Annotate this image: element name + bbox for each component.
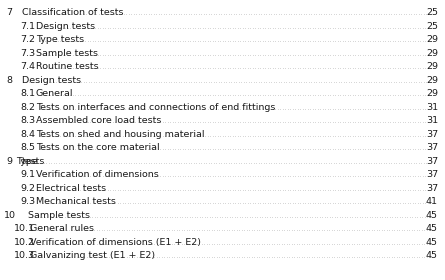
Text: 7: 7 — [6, 8, 12, 17]
Text: Tests on shed and housing material: Tests on shed and housing material — [36, 130, 205, 139]
Text: Type: Type — [16, 157, 38, 166]
Text: 25: 25 — [426, 8, 438, 17]
Text: 8.1: 8.1 — [20, 89, 35, 98]
Text: Sample tests: Sample tests — [36, 49, 98, 58]
Text: 31: 31 — [426, 116, 438, 125]
Text: 29: 29 — [426, 89, 438, 98]
Text: 37: 37 — [426, 170, 438, 179]
Text: 7.1: 7.1 — [20, 22, 35, 31]
Text: Electrical tests: Electrical tests — [36, 184, 106, 193]
Text: Verification of dimensions (E1 + E2): Verification of dimensions (E1 + E2) — [30, 238, 201, 247]
Text: Type tests: Type tests — [36, 35, 84, 44]
Text: Tests on the core material: Tests on the core material — [36, 143, 160, 152]
Text: tests: tests — [22, 157, 45, 166]
Text: Verification of dimensions: Verification of dimensions — [36, 170, 159, 179]
Text: 31: 31 — [426, 103, 438, 112]
Text: 37: 37 — [426, 130, 438, 139]
Text: 37: 37 — [426, 157, 438, 166]
Text: Design tests: Design tests — [36, 22, 95, 31]
Text: 45: 45 — [426, 251, 438, 260]
Text: 25: 25 — [426, 22, 438, 31]
Text: 8.4: 8.4 — [20, 130, 35, 139]
Text: 9.1: 9.1 — [20, 170, 35, 179]
Text: 8.5: 8.5 — [20, 143, 35, 152]
Text: Design tests: Design tests — [22, 76, 81, 85]
Text: General: General — [36, 89, 73, 98]
Text: 45: 45 — [426, 211, 438, 220]
Text: 9.3: 9.3 — [20, 197, 35, 206]
Text: 9: 9 — [6, 157, 12, 166]
Text: Tests on interfaces and connections of end fittings: Tests on interfaces and connections of e… — [36, 103, 275, 112]
Text: 7.2: 7.2 — [20, 35, 35, 44]
Text: 29: 29 — [426, 76, 438, 85]
Text: 45: 45 — [426, 238, 438, 247]
Text: 9.2: 9.2 — [20, 184, 35, 193]
Text: Classification of tests: Classification of tests — [22, 8, 124, 17]
Text: 7.3: 7.3 — [20, 49, 35, 58]
Text: Mechanical tests: Mechanical tests — [36, 197, 116, 206]
Text: 29: 29 — [426, 49, 438, 58]
Text: Sample tests: Sample tests — [28, 211, 90, 220]
Text: 29: 29 — [426, 62, 438, 71]
Text: 10: 10 — [4, 211, 16, 220]
Text: 37: 37 — [426, 184, 438, 193]
Text: 10.3: 10.3 — [14, 251, 35, 260]
Text: 7.4: 7.4 — [20, 62, 35, 71]
Text: Routine tests: Routine tests — [36, 62, 99, 71]
Text: 37: 37 — [426, 143, 438, 152]
Text: 10.2: 10.2 — [14, 238, 35, 247]
Text: Assembled core load tests: Assembled core load tests — [36, 116, 162, 125]
Text: 10.1: 10.1 — [14, 224, 35, 233]
Text: 8.3: 8.3 — [20, 116, 35, 125]
Text: 8: 8 — [6, 76, 12, 85]
Text: General rules: General rules — [30, 224, 94, 233]
Text: Galvanizing test (E1 + E2): Galvanizing test (E1 + E2) — [30, 251, 155, 260]
Text: 29: 29 — [426, 35, 438, 44]
Text: 45: 45 — [426, 224, 438, 233]
Text: 41: 41 — [426, 197, 438, 206]
Text: 8.2: 8.2 — [20, 103, 35, 112]
